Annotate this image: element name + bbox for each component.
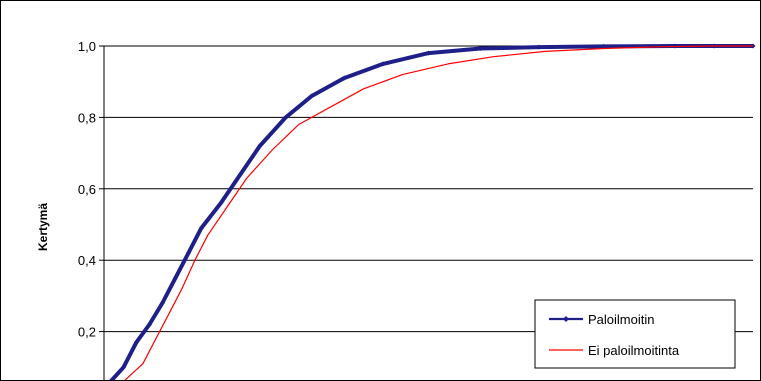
y-tick-label: 0,4 xyxy=(78,253,96,268)
data-point xyxy=(237,172,243,178)
y-tick-label: 1,0 xyxy=(78,39,96,54)
data-point xyxy=(146,321,152,327)
data-point xyxy=(477,45,483,51)
data-point xyxy=(341,75,347,81)
data-point xyxy=(185,250,191,256)
data-point xyxy=(536,44,542,50)
data-point xyxy=(133,339,139,345)
data-point xyxy=(309,93,315,99)
y-tick-label: 0,2 xyxy=(78,325,96,340)
series xyxy=(109,43,756,380)
y-tick-label: 0,6 xyxy=(78,182,96,197)
data-point xyxy=(380,61,386,67)
data-point xyxy=(218,200,224,206)
data-point xyxy=(426,50,431,56)
legend-label-paloilmoitin: Paloilmoitin xyxy=(588,312,654,327)
data-point xyxy=(283,114,289,120)
data-point xyxy=(172,275,178,281)
y-tick-labels: 0,2 0,4 0,6 0,8 1,0 xyxy=(78,39,96,340)
y-tick-label: 0,8 xyxy=(78,110,96,125)
legend-label-ei-paloilmoitinta: Ei paloilmoitinta xyxy=(588,343,680,358)
data-point xyxy=(257,143,263,149)
series-line-paloilmoitin xyxy=(109,44,753,380)
y-axis-title: Kertymä xyxy=(36,203,50,251)
legend-entry-paloilmoitin: Paloilmoitin xyxy=(549,312,654,327)
legend: Paloilmoitin Ei paloilmoitinta xyxy=(534,299,736,369)
legend-marker-paloilmoitin xyxy=(563,316,569,322)
data-point xyxy=(601,43,607,49)
legend-box xyxy=(534,299,736,369)
data-point xyxy=(159,300,165,306)
series-line-ei-paloilmoitinta xyxy=(124,45,753,380)
data-point xyxy=(120,364,126,370)
data-point xyxy=(198,225,204,231)
legend-entry-ei-paloilmoitinta: Ei paloilmoitinta xyxy=(549,343,680,358)
